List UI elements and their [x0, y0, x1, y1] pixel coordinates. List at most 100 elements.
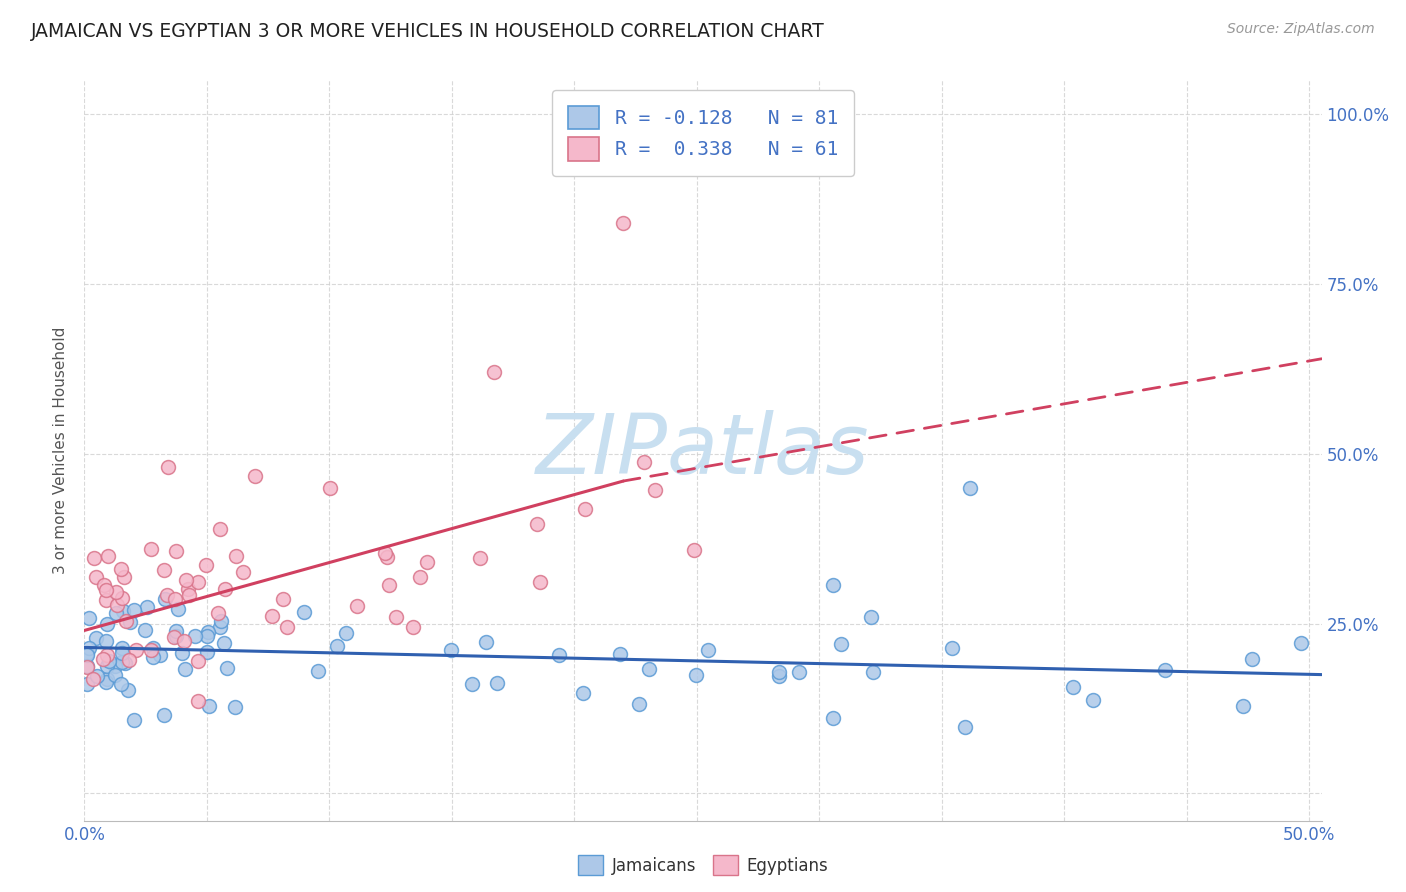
Point: [91, 652, 114, 666]
Point: [276, 620, 298, 634]
Point: [76, 677, 98, 691]
Point: [104, 668, 127, 682]
Point: [215, 661, 238, 675]
Point: [96, 674, 118, 689]
Point: [155, 588, 177, 602]
Point: [76, 659, 98, 673]
Point: [149, 648, 172, 663]
Point: [105, 606, 128, 620]
Point: [271, 592, 294, 607]
Point: [86, 668, 108, 682]
Point: [208, 620, 231, 634]
Point: [572, 686, 595, 700]
Point: [224, 699, 246, 714]
Point: [165, 544, 187, 558]
Point: [187, 575, 209, 590]
Point: [165, 629, 187, 643]
Point: [93, 578, 115, 592]
Point: [96, 648, 118, 663]
Point: [104, 584, 127, 599]
Point: [385, 610, 408, 624]
Point: [94, 582, 117, 597]
Point: [187, 653, 209, 667]
Point: [96, 617, 118, 632]
Point: [179, 588, 201, 602]
Point: [152, 563, 174, 577]
Point: [76, 646, 98, 660]
Point: [166, 602, 188, 616]
Point: [346, 599, 368, 613]
Point: [96, 593, 118, 607]
Point: [208, 523, 231, 537]
Point: [142, 640, 165, 655]
Point: [1291, 636, 1313, 650]
Point: [110, 562, 132, 576]
Point: [76, 659, 98, 673]
Point: [139, 643, 162, 657]
Point: [114, 656, 136, 670]
Y-axis label: 3 or more Vehicles in Household: 3 or more Vehicles in Household: [53, 326, 69, 574]
Point: [83, 551, 105, 566]
Point: [401, 620, 423, 634]
Point: [197, 625, 219, 640]
Point: [153, 591, 176, 606]
Point: [959, 481, 981, 495]
Point: [94, 634, 117, 648]
Point: [409, 570, 432, 584]
Point: [136, 599, 159, 614]
Point: [768, 665, 790, 680]
Point: [683, 542, 706, 557]
Point: [111, 604, 134, 618]
Point: [292, 605, 315, 619]
Point: [122, 713, 145, 727]
Point: [953, 720, 976, 734]
Point: [174, 573, 197, 587]
Point: [142, 650, 165, 665]
Point: [207, 606, 229, 620]
Point: [118, 615, 141, 629]
Point: [214, 582, 236, 597]
Point: [468, 550, 491, 565]
Point: [529, 574, 551, 589]
Point: [1232, 698, 1254, 713]
Point: [787, 665, 810, 679]
Point: [318, 482, 340, 496]
Point: [198, 698, 221, 713]
Point: [638, 662, 661, 676]
Point: [262, 609, 284, 624]
Point: [111, 646, 134, 660]
Point: [125, 643, 148, 657]
Point: [375, 550, 398, 565]
Point: [97, 549, 120, 563]
Point: [170, 646, 193, 660]
Point: [122, 603, 145, 617]
Point: [139, 541, 162, 556]
Point: [225, 549, 247, 563]
Point: [830, 637, 852, 651]
Point: [195, 645, 218, 659]
Point: [111, 591, 134, 605]
Point: [86, 632, 108, 646]
Point: [685, 667, 707, 681]
Point: [1241, 651, 1264, 665]
Point: [77, 611, 100, 625]
Point: [104, 658, 127, 673]
Point: [157, 460, 180, 475]
Point: [111, 641, 134, 656]
Point: [184, 629, 207, 643]
Point: [84, 570, 107, 584]
Point: [173, 634, 195, 648]
Point: [612, 216, 634, 230]
Point: [232, 565, 254, 579]
Point: [212, 636, 235, 650]
Point: [374, 546, 396, 560]
Point: [174, 662, 197, 676]
Point: [118, 653, 141, 667]
Text: JAMAICAN VS EGYPTIAN 3 OR MORE VEHICLES IN HOUSEHOLD CORRELATION CHART: JAMAICAN VS EGYPTIAN 3 OR MORE VEHICLES …: [31, 22, 825, 41]
Point: [177, 582, 200, 596]
Point: [335, 626, 357, 640]
Point: [526, 516, 548, 531]
Point: [548, 648, 571, 663]
Point: [609, 647, 631, 661]
Point: [165, 624, 187, 638]
